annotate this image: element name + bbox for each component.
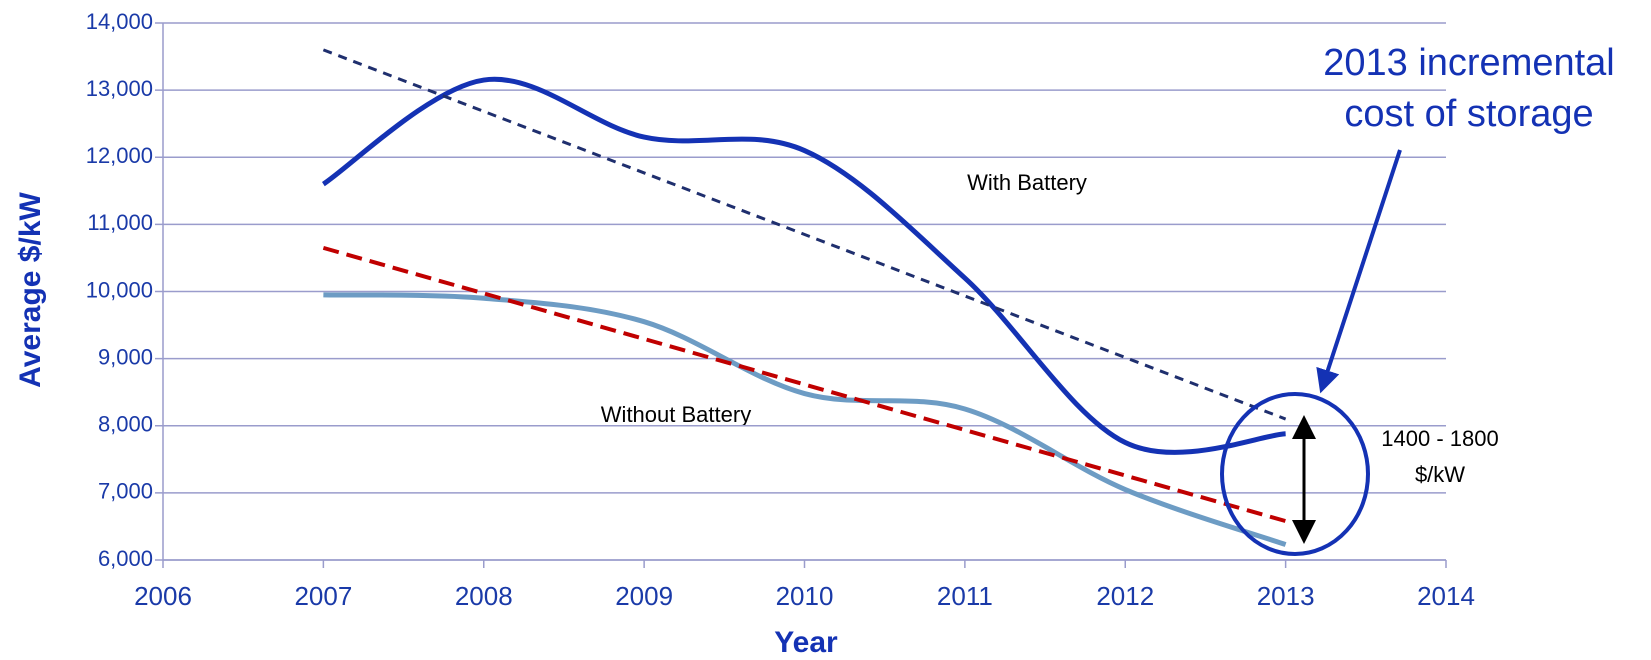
y-tick-label: 7,000	[98, 479, 153, 504]
series-label: With Battery	[967, 170, 1087, 195]
y-tick-label: 13,000	[86, 76, 153, 101]
y-tick-label: 10,000	[86, 277, 153, 302]
y-tick-label: 12,000	[86, 143, 153, 168]
x-tick-label: 2010	[776, 581, 834, 611]
callout-text: cost of storage	[1344, 93, 1593, 135]
series-line	[323, 292, 1287, 547]
callout-arrow	[1316, 149, 1402, 394]
range-text: 1400 - 1800	[1381, 426, 1498, 451]
callout-text: 2013 incremental	[1323, 42, 1615, 84]
x-tick-label: 2006	[134, 581, 192, 611]
x-tick-label: 2013	[1257, 581, 1315, 611]
y-tick-label: 9,000	[98, 344, 153, 369]
trend-line	[322, 245, 1287, 523]
x-tick-label: 2009	[615, 581, 673, 611]
series-label: Without Battery	[601, 402, 751, 427]
x-tick-label: 2012	[1096, 581, 1154, 611]
y-tick-label: 6,000	[98, 546, 153, 571]
y-axis-label: Average $/kW	[14, 191, 47, 387]
series-line	[322, 76, 1286, 455]
x-tick-label: 2014	[1417, 581, 1475, 611]
y-tick-label: 11,000	[87, 210, 153, 235]
x-tick-label: 2008	[455, 581, 513, 611]
plot-area: 6,000 7,000 8,000 9,000 10,000 11,000 12,000 13…	[86, 9, 1475, 611]
x-axis-label: Year	[774, 626, 838, 659]
x-tick-label: 2011	[937, 581, 993, 611]
highlight-circle	[1220, 392, 1370, 556]
trend-line	[322, 48, 1287, 421]
y-tick-label: 14,000	[86, 9, 153, 34]
y-tick-label: 8,000	[98, 412, 153, 437]
x-tick-label: 2007	[294, 581, 352, 611]
range-text: $/kW	[1415, 462, 1465, 487]
